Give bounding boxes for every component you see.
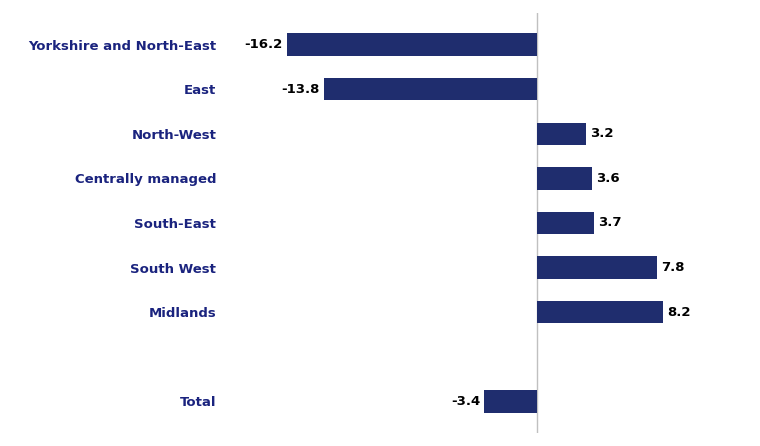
Bar [484, 390, 537, 413]
Text: 7.8: 7.8 [661, 261, 685, 274]
Bar [324, 78, 537, 100]
Text: -3.4: -3.4 [451, 395, 480, 408]
Text: 3.6: 3.6 [596, 172, 620, 185]
Text: -13.8: -13.8 [281, 83, 320, 96]
Bar [537, 256, 657, 279]
Bar [537, 301, 663, 323]
Text: 3.2: 3.2 [590, 127, 613, 140]
Bar [287, 33, 537, 56]
Text: -16.2: -16.2 [245, 38, 283, 51]
Bar [537, 212, 594, 234]
Bar [537, 167, 592, 190]
Text: 3.7: 3.7 [597, 216, 621, 230]
Text: 8.2: 8.2 [667, 306, 691, 319]
Bar [537, 123, 586, 145]
